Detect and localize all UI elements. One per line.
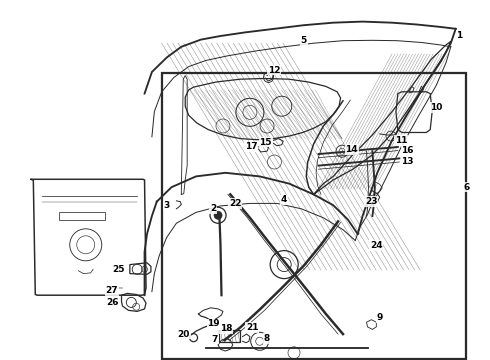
Text: 11: 11 xyxy=(394,136,407,145)
Text: 2: 2 xyxy=(210,204,216,213)
Text: 5: 5 xyxy=(301,36,307,45)
Text: 12: 12 xyxy=(268,66,281,75)
Text: 23: 23 xyxy=(365,197,378,206)
Text: 4: 4 xyxy=(281,195,288,204)
Text: 22: 22 xyxy=(229,199,242,208)
Text: 3: 3 xyxy=(164,201,170,210)
Text: 27: 27 xyxy=(105,287,118,295)
Text: 9: 9 xyxy=(376,313,383,322)
Text: 25: 25 xyxy=(112,265,125,274)
Text: 6: 6 xyxy=(464,183,469,192)
Text: 21: 21 xyxy=(246,323,259,332)
Text: 19: 19 xyxy=(207,320,220,328)
Text: 14: 14 xyxy=(345,145,358,154)
Text: 1: 1 xyxy=(457,31,463,40)
Text: 15: 15 xyxy=(259,138,272,147)
Text: 7: 7 xyxy=(211,335,218,343)
Text: 16: 16 xyxy=(401,146,414,155)
Text: 18: 18 xyxy=(220,324,233,333)
Text: 10: 10 xyxy=(430,103,442,112)
Circle shape xyxy=(214,211,222,219)
Text: 13: 13 xyxy=(401,157,414,166)
Text: 20: 20 xyxy=(177,330,190,339)
Text: 17: 17 xyxy=(245,143,257,152)
Text: 24: 24 xyxy=(370,241,383,250)
Text: 8: 8 xyxy=(264,334,270,343)
Text: 26: 26 xyxy=(106,298,119,307)
